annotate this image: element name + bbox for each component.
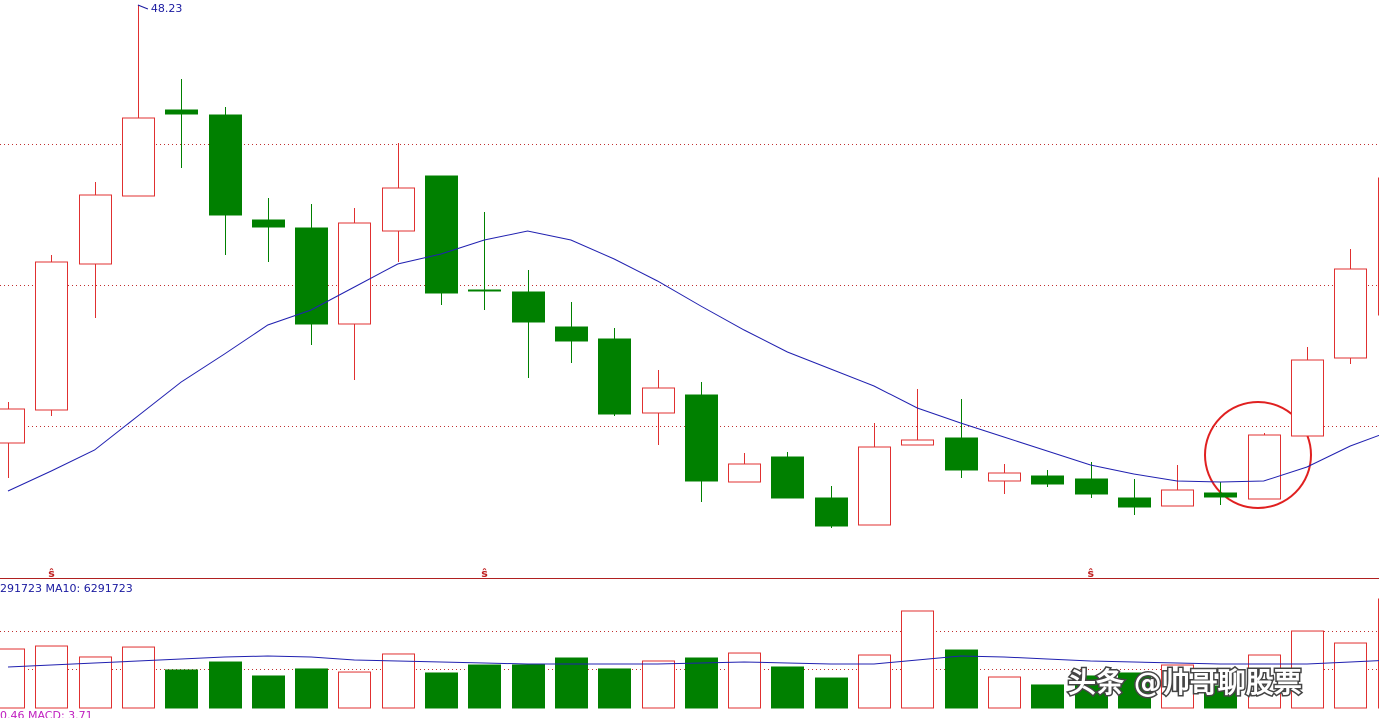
volume-bar [1204, 685, 1237, 709]
candle-body [945, 437, 978, 471]
volume-bar [165, 669, 198, 709]
candle-body [988, 472, 1021, 482]
volume-bar [79, 656, 112, 709]
candle-body [468, 289, 501, 292]
volume-bar [1291, 630, 1324, 709]
volume-bar [642, 660, 675, 709]
candle-body [209, 114, 242, 216]
high-pointer [137, 4, 149, 10]
marker: ŝ [481, 567, 488, 580]
watermark: 头条 @帅哥聊股票 [1068, 666, 1302, 699]
marker: ŝ [48, 567, 55, 580]
candle-body [122, 117, 155, 197]
candle-body [598, 338, 631, 415]
volume-bar [0, 648, 25, 709]
candle-body [1248, 434, 1281, 500]
candle-body [858, 446, 891, 526]
volume-bar [555, 657, 588, 709]
candle-body [425, 175, 458, 294]
volume-bar [35, 645, 68, 709]
candle-body [512, 291, 545, 323]
candle-body [252, 219, 285, 228]
candle-body [555, 326, 588, 342]
volume-bar [1161, 664, 1194, 709]
volume-bar [685, 657, 718, 709]
volume-bar [988, 676, 1021, 709]
ma-line [7, 230, 1379, 492]
macd-legend: 0.46 MACD: 3.71 [0, 709, 93, 718]
candle-body [0, 408, 25, 444]
volume-legend: 291723 MA10: 6291723 [0, 582, 133, 595]
candle-body [728, 463, 761, 483]
volume-bar [771, 666, 804, 709]
candle-body [79, 194, 112, 265]
candle-body [1291, 359, 1324, 437]
volume-bar [425, 672, 458, 709]
candle-body [1118, 497, 1151, 508]
candle-body [165, 109, 198, 115]
volume-bar [1334, 642, 1367, 709]
candle-body [685, 394, 718, 482]
marker: ŝ [1088, 567, 1095, 580]
candle-body [771, 456, 804, 499]
volume-bar [815, 677, 848, 709]
candle-body [1031, 475, 1064, 485]
volume-bar [945, 649, 978, 709]
candle-body [1075, 478, 1108, 495]
volume-bar [1075, 675, 1108, 709]
candle-body [1204, 492, 1237, 498]
volume-ma-line [7, 655, 1379, 668]
candle-body [1161, 489, 1194, 507]
volume-bar [382, 653, 415, 709]
candle-body [338, 222, 371, 325]
candle-body [642, 387, 675, 414]
volume-bar [1118, 672, 1151, 709]
highlight-circle [1204, 401, 1312, 509]
high-label: 48.23 [151, 2, 183, 15]
candle-body [35, 261, 68, 411]
candle-body [382, 187, 415, 232]
volume-bar [122, 646, 155, 709]
volume-bar [1031, 684, 1064, 709]
candle-body [295, 227, 328, 325]
volume-bar [295, 668, 328, 709]
volume-bar [338, 671, 371, 709]
volume-bar [209, 661, 242, 709]
candle-body [901, 439, 934, 446]
volume-bar [728, 652, 761, 709]
volume-bar [468, 664, 501, 709]
candle-body [815, 497, 848, 527]
volume-bar [252, 675, 285, 709]
candle-body [1334, 268, 1367, 359]
volume-bar [598, 668, 631, 709]
volume-bar [512, 664, 545, 709]
